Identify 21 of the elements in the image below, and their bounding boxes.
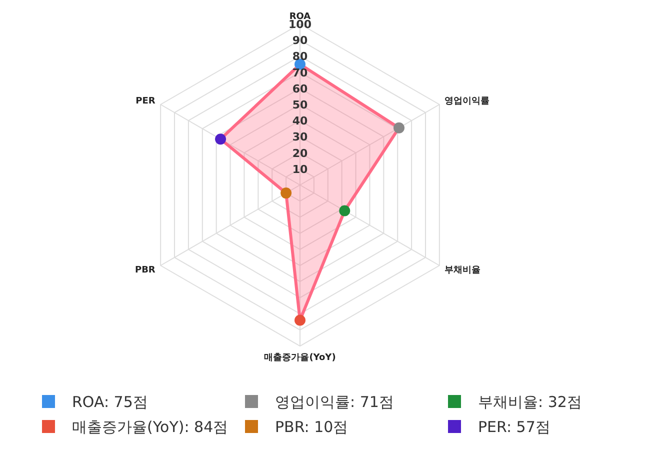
text: PER: 57점 xyxy=(478,418,550,436)
y-tick-label: 70 xyxy=(292,66,308,80)
y-tick-label: 90 xyxy=(292,34,308,48)
y-tick-label: 60 xyxy=(292,82,308,96)
y-tick-label: 10 xyxy=(292,162,308,176)
spoke-label: 매출증가율(YoY) xyxy=(264,352,336,363)
y-tick-label: 80 xyxy=(292,50,308,64)
y-tick-label: 50 xyxy=(292,98,308,112)
text: 매출증가율(YoY): 84점 xyxy=(72,418,228,436)
spoke-label: 부채비율 xyxy=(444,266,481,276)
spoke-label: 영업이익률 xyxy=(444,96,490,106)
text: PBR: 10점 xyxy=(275,418,348,436)
spoke-label: PBR xyxy=(134,266,156,276)
text: 부채비율: 32점 xyxy=(478,393,582,411)
y-tick-label: 40 xyxy=(292,114,308,128)
spoke-label: PER xyxy=(136,96,156,106)
text: ROA: 75점 xyxy=(72,393,148,411)
y-tick-label: 20 xyxy=(292,146,308,160)
y-tick-label: 30 xyxy=(292,130,308,144)
text: 영업이익률: 71점 xyxy=(275,393,394,411)
y-tick-label: 100 xyxy=(288,18,312,31)
